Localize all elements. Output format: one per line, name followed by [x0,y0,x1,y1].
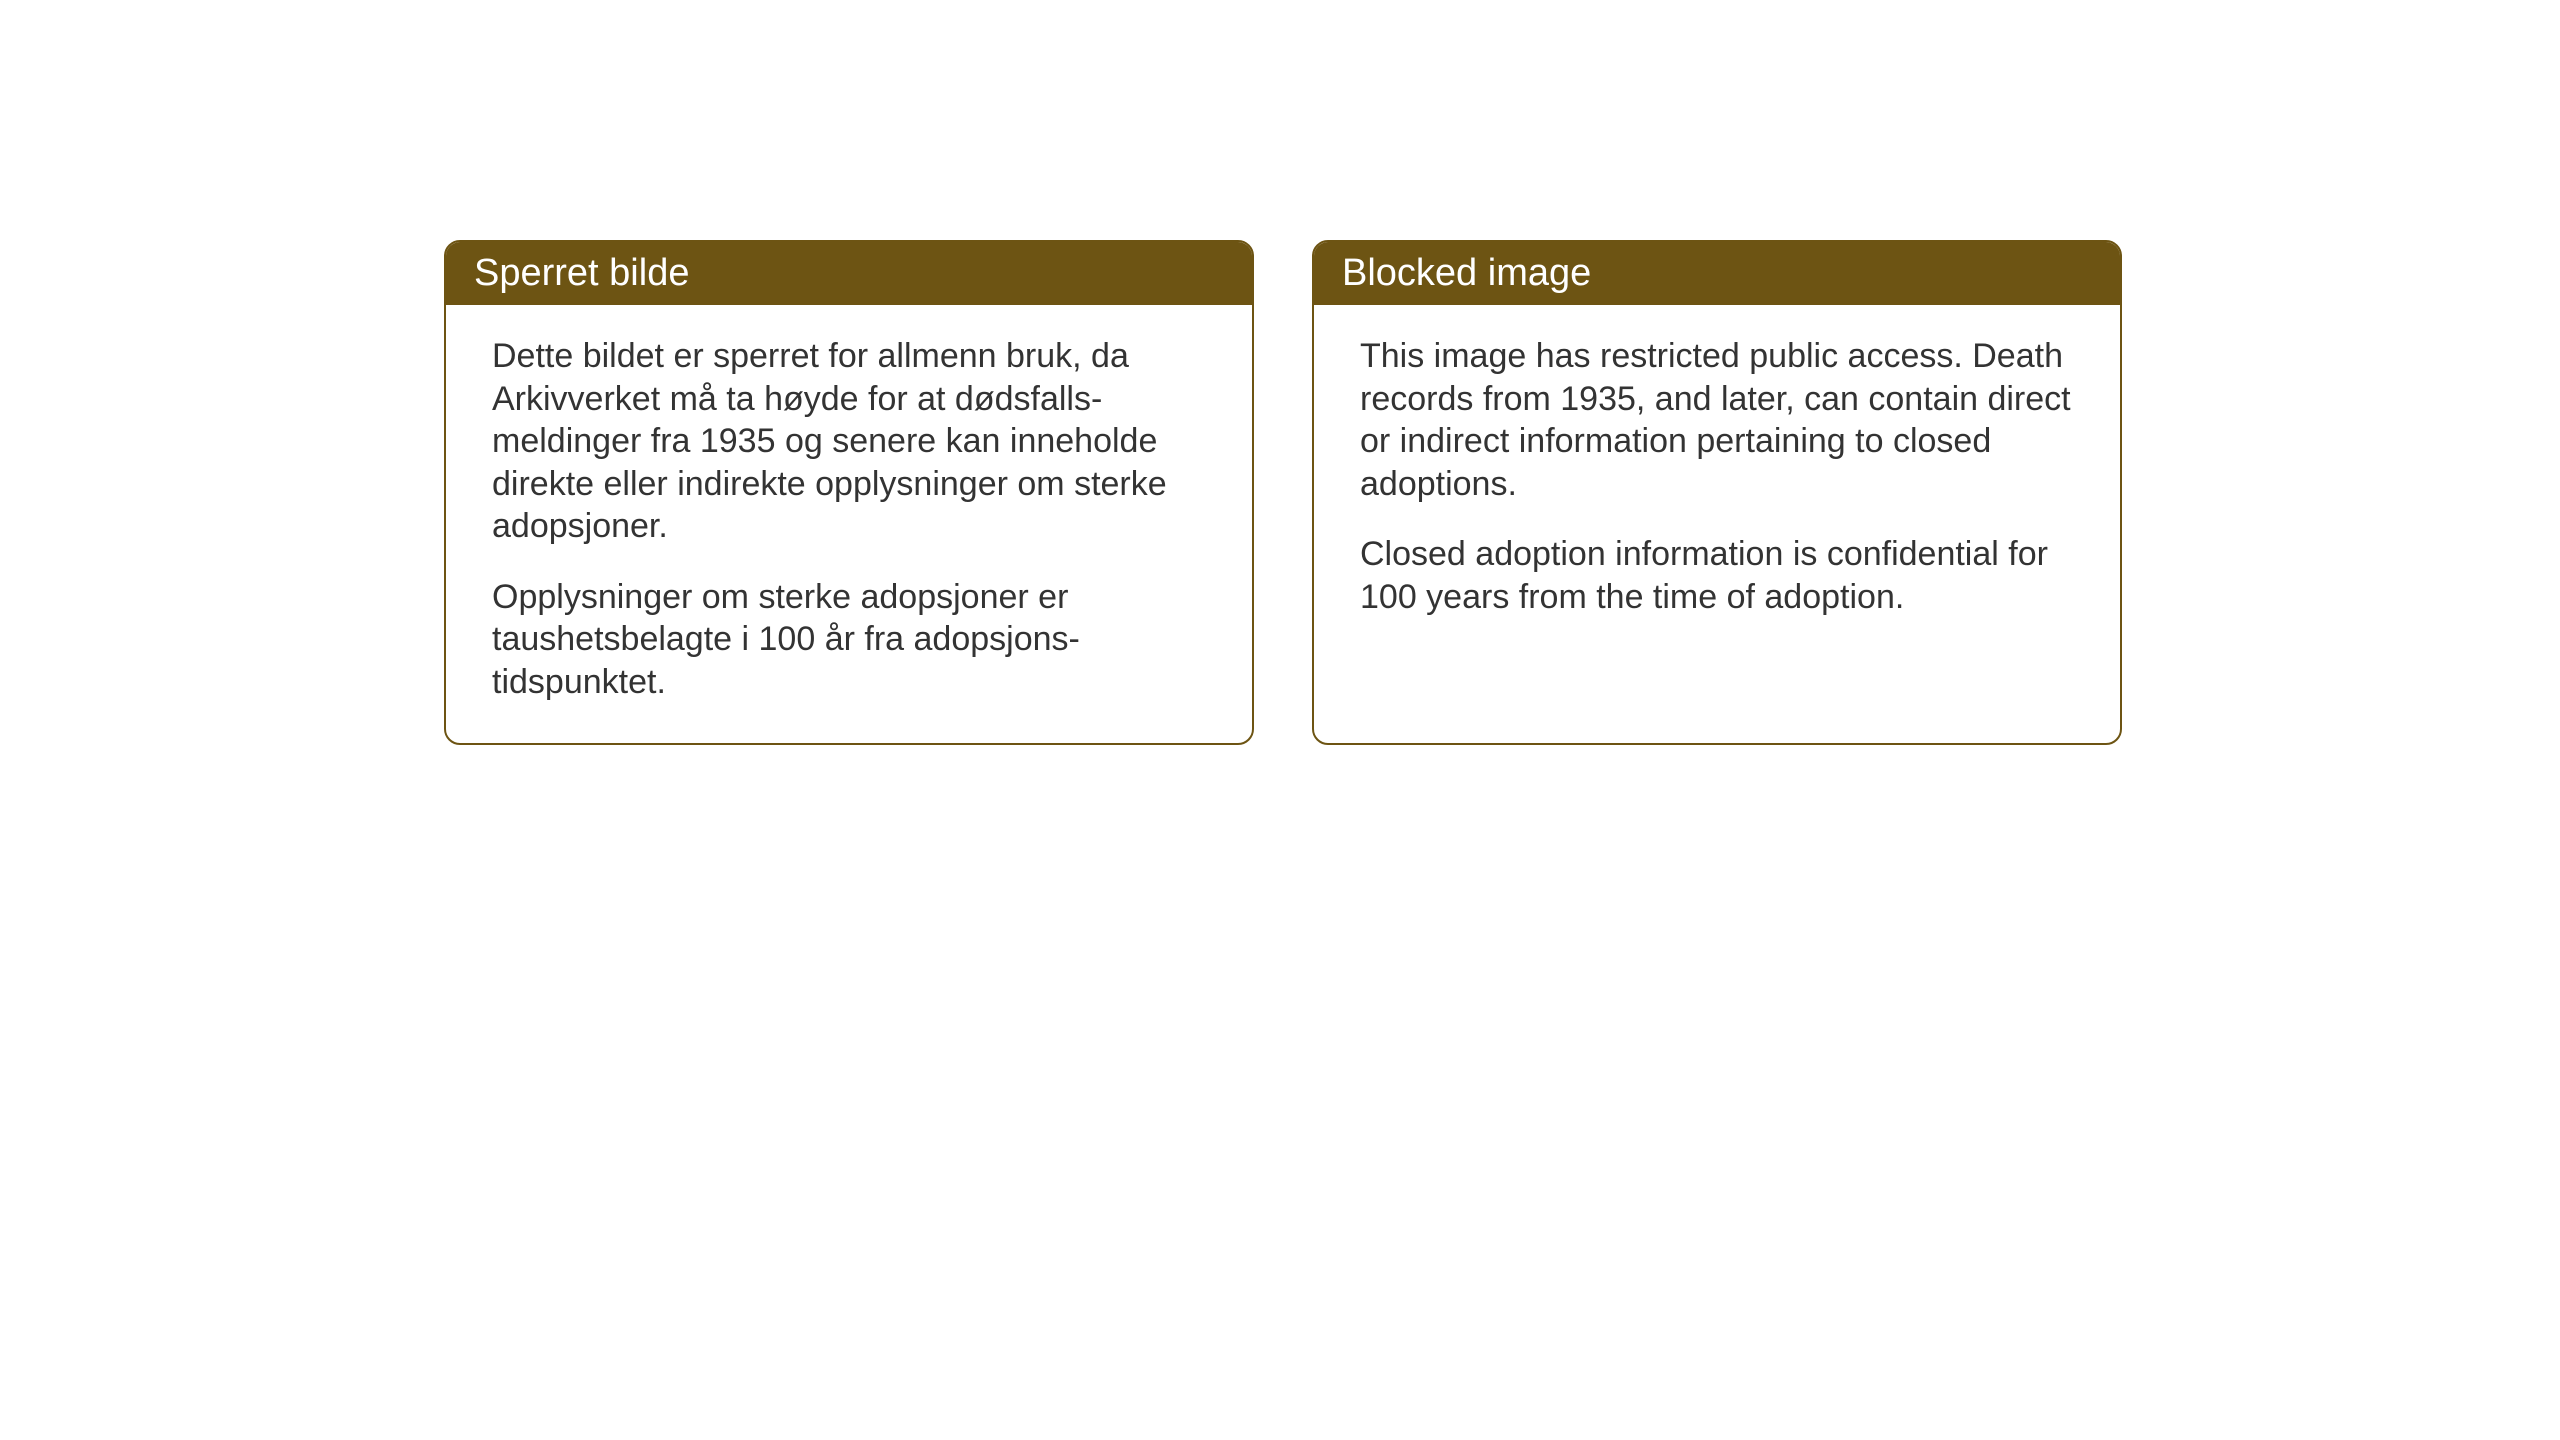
notice-cards-container: Sperret bilde Dette bildet er sperret fo… [444,240,2122,745]
english-notice-card: Blocked image This image has restricted … [1312,240,2122,745]
norwegian-card-body: Dette bildet er sperret for allmenn bruk… [446,305,1252,743]
english-paragraph-1: This image has restricted public access.… [1360,335,2074,505]
english-paragraph-2: Closed adoption information is confident… [1360,533,2074,618]
norwegian-notice-card: Sperret bilde Dette bildet er sperret fo… [444,240,1254,745]
norwegian-card-header: Sperret bilde [446,242,1252,305]
english-card-header: Blocked image [1314,242,2120,305]
english-card-title: Blocked image [1342,252,1591,294]
english-card-body: This image has restricted public access.… [1314,305,2120,658]
norwegian-paragraph-2: Opplysninger om sterke adopsjoner er tau… [492,576,1206,704]
norwegian-paragraph-1: Dette bildet er sperret for allmenn bruk… [492,335,1206,548]
norwegian-card-title: Sperret bilde [474,252,689,294]
